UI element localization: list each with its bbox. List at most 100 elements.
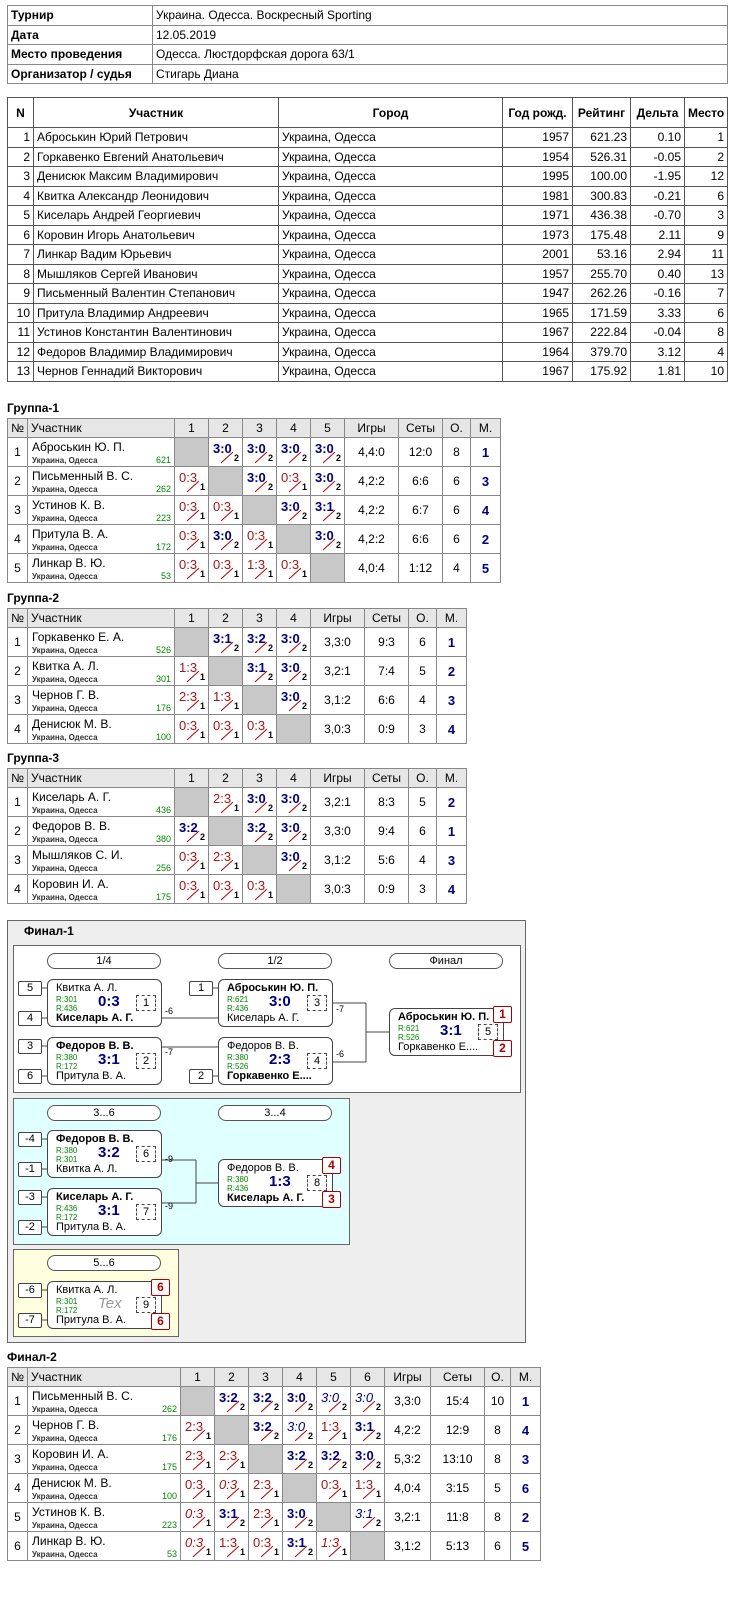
column-header: 4 bbox=[276, 608, 311, 628]
cell: -0.16 bbox=[630, 283, 685, 304]
match-score: 3:2 bbox=[247, 820, 266, 835]
match-score: 3:0 bbox=[287, 1506, 306, 1521]
player-name: Притула В. А. bbox=[32, 527, 109, 541]
points: 6 bbox=[442, 524, 471, 554]
player-cell: Киселарь А. Г. Украина, Одесса 436 bbox=[27, 787, 175, 817]
match-sub: 2 bbox=[336, 453, 342, 463]
match-sub: 2 bbox=[336, 511, 342, 521]
match-number: 5 bbox=[478, 1024, 498, 1040]
group-row: 1 Письменный В. С. Украина, Одесса 262 3:2 2 3… bbox=[7, 1386, 541, 1416]
cell: 2 bbox=[684, 146, 728, 167]
result-cell: 3:0 2 bbox=[276, 437, 311, 467]
column-header: 3 bbox=[242, 418, 277, 438]
match-score: 3:2 bbox=[287, 1448, 306, 1463]
result-cell: 3:1 2 bbox=[350, 1415, 385, 1445]
match-sub: 1 bbox=[200, 569, 206, 579]
match-score: 0:3 bbox=[179, 718, 198, 733]
cell: 1973 bbox=[502, 224, 573, 245]
cell: 379.70 bbox=[572, 341, 631, 362]
rating2: R:436 bbox=[56, 1004, 78, 1013]
player-cell: Устинов К. В. Украина, Одесса 223 bbox=[27, 495, 175, 525]
header-row: N Участник Город Год рожд. Рейтинг Дельта Мест… bbox=[7, 97, 728, 128]
sets: 1:12 bbox=[398, 553, 443, 583]
column-header: М. bbox=[510, 1367, 541, 1387]
games: 4,2:2 bbox=[384, 1415, 431, 1445]
player-city: Украина, Одесса bbox=[32, 1405, 98, 1414]
column-header: О. bbox=[408, 768, 437, 788]
match-sub: 1 bbox=[234, 569, 240, 579]
result-cell: 0:3 1 bbox=[174, 524, 209, 554]
match-score: 3:0 bbox=[247, 791, 266, 806]
cell: 222.84 bbox=[572, 322, 631, 343]
cell: 1954 bbox=[502, 146, 573, 167]
cell: Притула Владимир Андреевич bbox=[33, 302, 279, 323]
participant-row: 13 Чернов Геннадий Викторович Украина, Оде… bbox=[7, 361, 728, 382]
points: 8 bbox=[484, 1444, 511, 1474]
cell: 3.12 bbox=[630, 341, 685, 362]
cell: 7 bbox=[684, 283, 728, 304]
column-header: О. bbox=[408, 608, 437, 628]
result-cell: 0:3 1 bbox=[174, 845, 209, 875]
result-cell: 3:1 2 bbox=[350, 1502, 385, 1532]
result-cell: 0:3 1 bbox=[174, 495, 209, 525]
player-name: Квитка А. Л. bbox=[32, 659, 99, 673]
match-score: 3:0 bbox=[281, 791, 300, 806]
player-cell: Мышляков С. И. Украина, Одесса 256 bbox=[27, 845, 175, 875]
match-number: 1 bbox=[136, 995, 156, 1011]
match-sub: 1 bbox=[268, 730, 274, 740]
column-header: 4 bbox=[276, 418, 311, 438]
match-score: 0:3 bbox=[213, 878, 232, 893]
result-cell bbox=[242, 495, 277, 525]
row-number: 4 bbox=[7, 714, 28, 744]
match-sub: 2 bbox=[308, 1402, 314, 1412]
match-score: 0:3 bbox=[179, 499, 198, 514]
player-rating: 176 bbox=[155, 703, 171, 713]
match-score: 0:3 bbox=[98, 993, 120, 1010]
match-sub: 2 bbox=[234, 453, 240, 463]
cell: Украина, Одесса bbox=[278, 361, 503, 382]
cell: Украина, Одесса bbox=[278, 166, 503, 187]
result-cell: 0:3 1 bbox=[242, 874, 277, 904]
cell: Линкар Вадим Юрьевич bbox=[33, 244, 279, 265]
result-cell: 0:3 1 bbox=[174, 874, 209, 904]
column-header: 2 bbox=[208, 768, 243, 788]
match-sub: 2 bbox=[268, 832, 274, 842]
result-cell: 0:3 1 bbox=[174, 553, 209, 583]
player-city: Украина, Одесса bbox=[32, 675, 98, 684]
match-score: 0:3 bbox=[321, 1477, 340, 1492]
result-cell bbox=[276, 714, 311, 744]
match-sub: 1 bbox=[240, 1489, 246, 1499]
sets: 6:6 bbox=[398, 524, 443, 554]
result-cell: 3:0 2 bbox=[310, 524, 345, 554]
player1: Квитка А. Л. bbox=[56, 982, 118, 994]
result-cell: 0:3 1 bbox=[276, 553, 311, 583]
player-cell: Коровин И. А. Украина, Одесса 175 bbox=[27, 874, 175, 904]
column-header: Рейтинг bbox=[572, 97, 631, 128]
column-header: Игры bbox=[344, 418, 399, 438]
player-cell: Федоров В. В. Украина, Одесса 380 bbox=[27, 816, 175, 846]
cell: 7 bbox=[7, 244, 34, 265]
match-box: Федоров В. В. R:380 R:172 Притула В. А. 3:1 2 bbox=[47, 1037, 162, 1085]
match-score: 3:1 bbox=[355, 1506, 374, 1521]
player-city: Украина, Одесса bbox=[32, 572, 98, 581]
match-score: 3:2 bbox=[253, 1390, 272, 1405]
match-score: 3:0 bbox=[287, 1419, 306, 1434]
place: 5 bbox=[510, 1531, 541, 1561]
match-score: 2:3 bbox=[253, 1477, 272, 1492]
result-cell: 0:3 1 bbox=[174, 466, 209, 496]
player2: Притула В. А. bbox=[56, 1070, 127, 1082]
games: 4,2:2 bbox=[344, 524, 399, 554]
match-sub: 1 bbox=[302, 569, 308, 579]
points: 6 bbox=[442, 466, 471, 496]
match-score: 3:0 bbox=[315, 528, 334, 543]
place: 5 bbox=[470, 553, 501, 583]
result-cell bbox=[242, 685, 277, 715]
match-score: 3:1 bbox=[98, 1051, 120, 1068]
match-score: 0:3 bbox=[247, 528, 266, 543]
row-number: 2 bbox=[7, 1415, 28, 1445]
result-cell: 3:0 2 bbox=[282, 1386, 317, 1416]
games: 4,0:4 bbox=[344, 553, 399, 583]
result-cell: 2:3 1 bbox=[208, 845, 243, 875]
sets: 7:4 bbox=[364, 656, 409, 686]
